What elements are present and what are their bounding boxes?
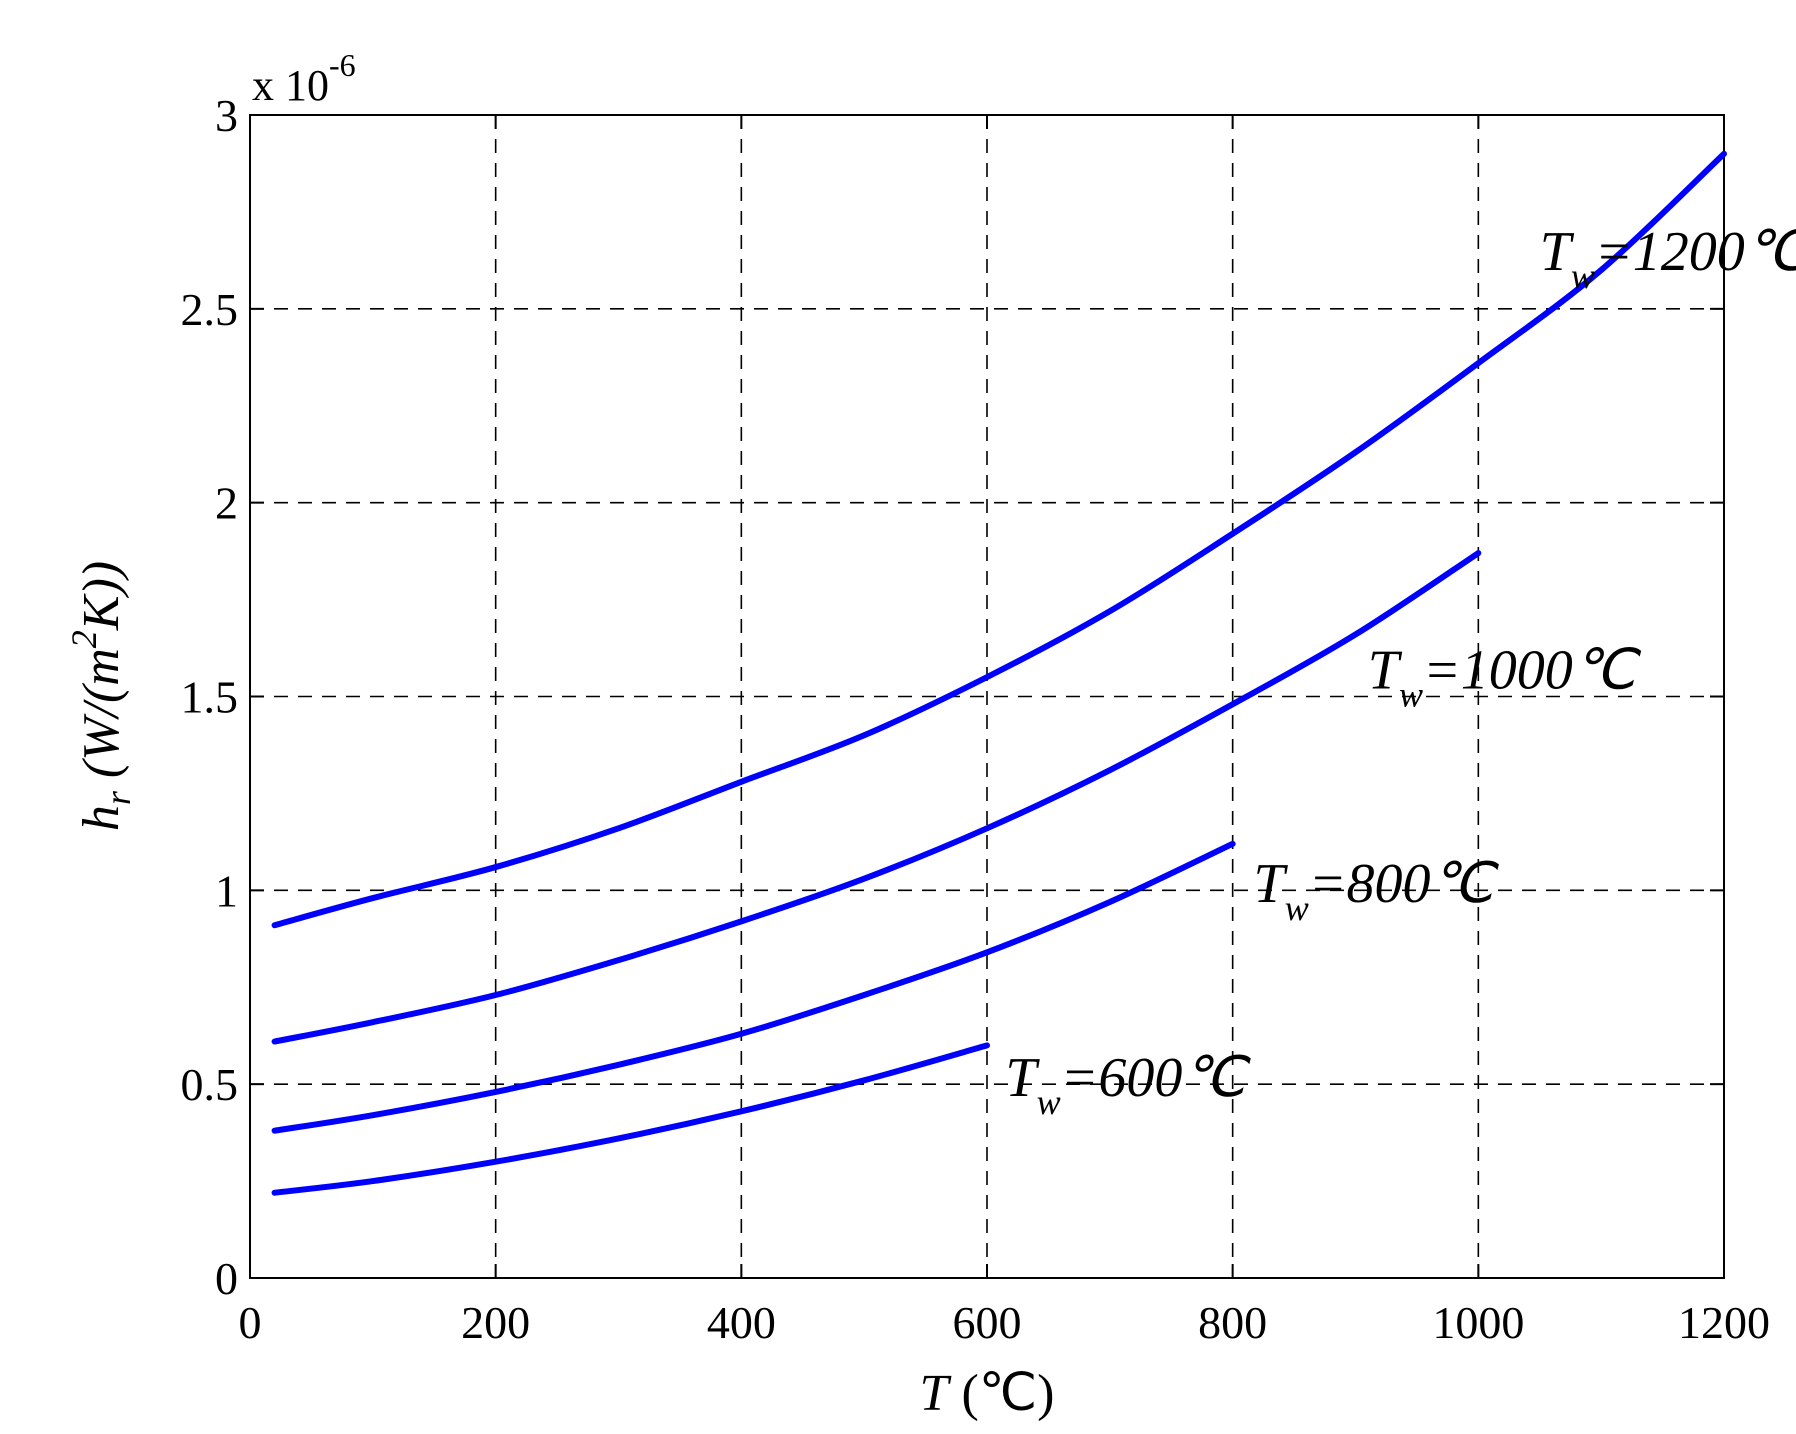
annotations: Tw=1200℃ Tw=1000℃ Tw=800℃ Tw=600℃ — [1005, 221, 1796, 1122]
y-tick-label: 1.5 — [181, 672, 239, 723]
series-annotation-4: Tw=600℃ — [1005, 1047, 1251, 1122]
x-tick-label: 1000 — [1432, 1297, 1524, 1348]
x-tick-label: 400 — [707, 1297, 776, 1348]
grid — [250, 115, 1724, 1278]
series-line-1 — [271, 150, 1727, 929]
series-line-4 — [271, 1042, 990, 1196]
x-tick-label: 800 — [1198, 1297, 1267, 1348]
series-line-3 — [271, 840, 1236, 1134]
series-annotation-1: Tw=1200℃ — [1540, 221, 1796, 296]
x-tick-label: 600 — [953, 1297, 1022, 1348]
x-tick-label: 200 — [461, 1297, 530, 1348]
x-axis-label: T (℃) — [920, 1365, 1055, 1422]
y-multiplier: x 10-6 — [252, 47, 356, 110]
series — [271, 150, 1727, 1196]
x-tick-label: 0 — [239, 1297, 262, 1348]
y-tick-label: 0 — [215, 1253, 238, 1304]
y-tick-label: 0.5 — [181, 1059, 239, 1110]
x-tick-label: 1200 — [1678, 1297, 1770, 1348]
series-annotation-2: Tw=1000℃ — [1368, 640, 1642, 715]
y-tick-label: 1 — [215, 865, 238, 916]
series-annotation-3: Tw=800℃ — [1254, 853, 1500, 928]
y-tick-label: 2.5 — [181, 284, 239, 335]
y-axis-label: hr (W/(m2K)) — [64, 561, 138, 831]
series-line-2 — [271, 550, 1482, 1045]
ticks: 0 200 400 600 800 1000 1200 0 0.5 1 1.5 2 2.5 3 — [181, 90, 1771, 1348]
y-tick-label: 2 — [215, 478, 238, 529]
y-tick-label: 3 — [215, 90, 238, 141]
